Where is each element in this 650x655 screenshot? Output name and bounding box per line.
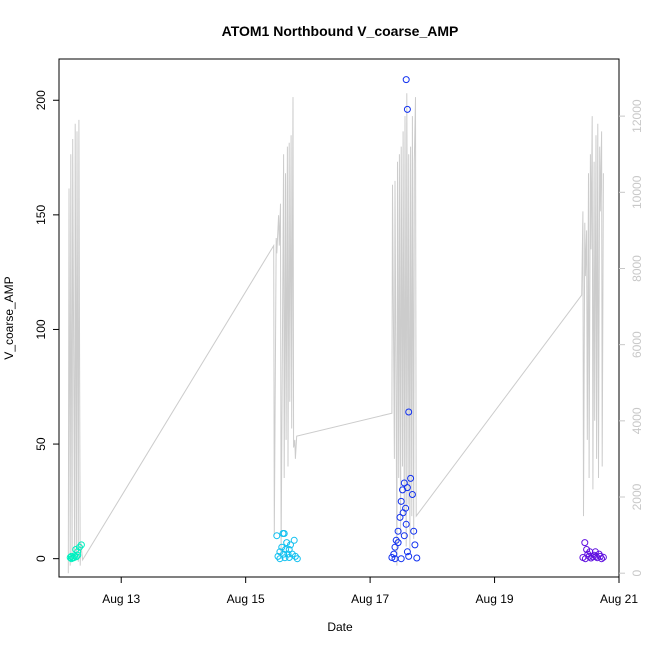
x-axis-label: Date [327,620,353,634]
data-point [403,105,411,113]
data-point [280,530,288,537]
y2-tick-label: 10000 [630,175,644,209]
data-point [400,532,408,540]
y2-tick-label: 4000 [630,407,644,434]
data-point [413,554,421,562]
data-point [592,552,600,560]
data-point [411,541,419,549]
data-point [405,552,413,560]
y2-tick-label: 8000 [630,255,644,282]
x-tick-label: Aug 15 [227,592,265,606]
data-point [408,491,416,498]
x-tick-label: Aug 21 [600,592,638,606]
data-point [278,543,286,551]
chart-title: ATOM1 Northbound V_coarse_AMP [222,23,459,39]
data-point [402,520,410,528]
data-point [390,550,398,558]
y2-tick-label: 12000 [630,99,644,133]
data-point [392,536,400,544]
data-point [276,555,284,563]
y-tick-label: 50 [34,437,48,451]
data-point [293,555,301,563]
data-point [285,546,293,553]
y-tick-label: 150 [34,205,48,225]
x-tick-label: Aug 17 [351,592,389,606]
x-tick-label: Aug 19 [476,592,514,606]
data-point [77,541,85,549]
data-point [586,548,594,556]
data-point [581,539,589,547]
data-point [291,552,299,560]
data-point [280,550,288,558]
data-point [388,554,396,561]
y-tick-label: 200 [34,90,48,110]
y2-tick-label: 6000 [630,331,644,358]
series-line-0 [67,93,604,574]
data-point [391,555,399,563]
data-point [397,497,405,505]
data-point [599,553,607,561]
data-point [407,474,415,482]
data-point [585,552,593,560]
data-point [273,532,281,540]
y-tick-label: 100 [34,319,48,339]
data-point [76,543,83,551]
data-point [394,527,402,535]
data-point [410,527,418,535]
y2-tick-label: 2000 [630,483,644,510]
data-point [283,539,291,547]
y2-tick-label: 0 [630,570,644,577]
data-point [290,536,298,544]
y-axis-label: V_coarse_AMP [2,276,16,359]
data-point [581,555,589,563]
data-point [72,546,80,553]
data-point [399,509,407,517]
data-point [394,539,402,547]
y-tick-label: 0 [34,555,48,562]
data-point [287,541,294,549]
data-point [403,484,411,492]
plot-frame [58,58,620,578]
plot-layer: 050100150200020004000600080001000012000A… [34,58,644,606]
x-tick-label: Aug 13 [102,592,140,606]
data-point [281,554,289,562]
data-point [402,76,410,84]
data-point [403,548,411,556]
data-point [74,548,82,556]
data-point [405,408,413,416]
